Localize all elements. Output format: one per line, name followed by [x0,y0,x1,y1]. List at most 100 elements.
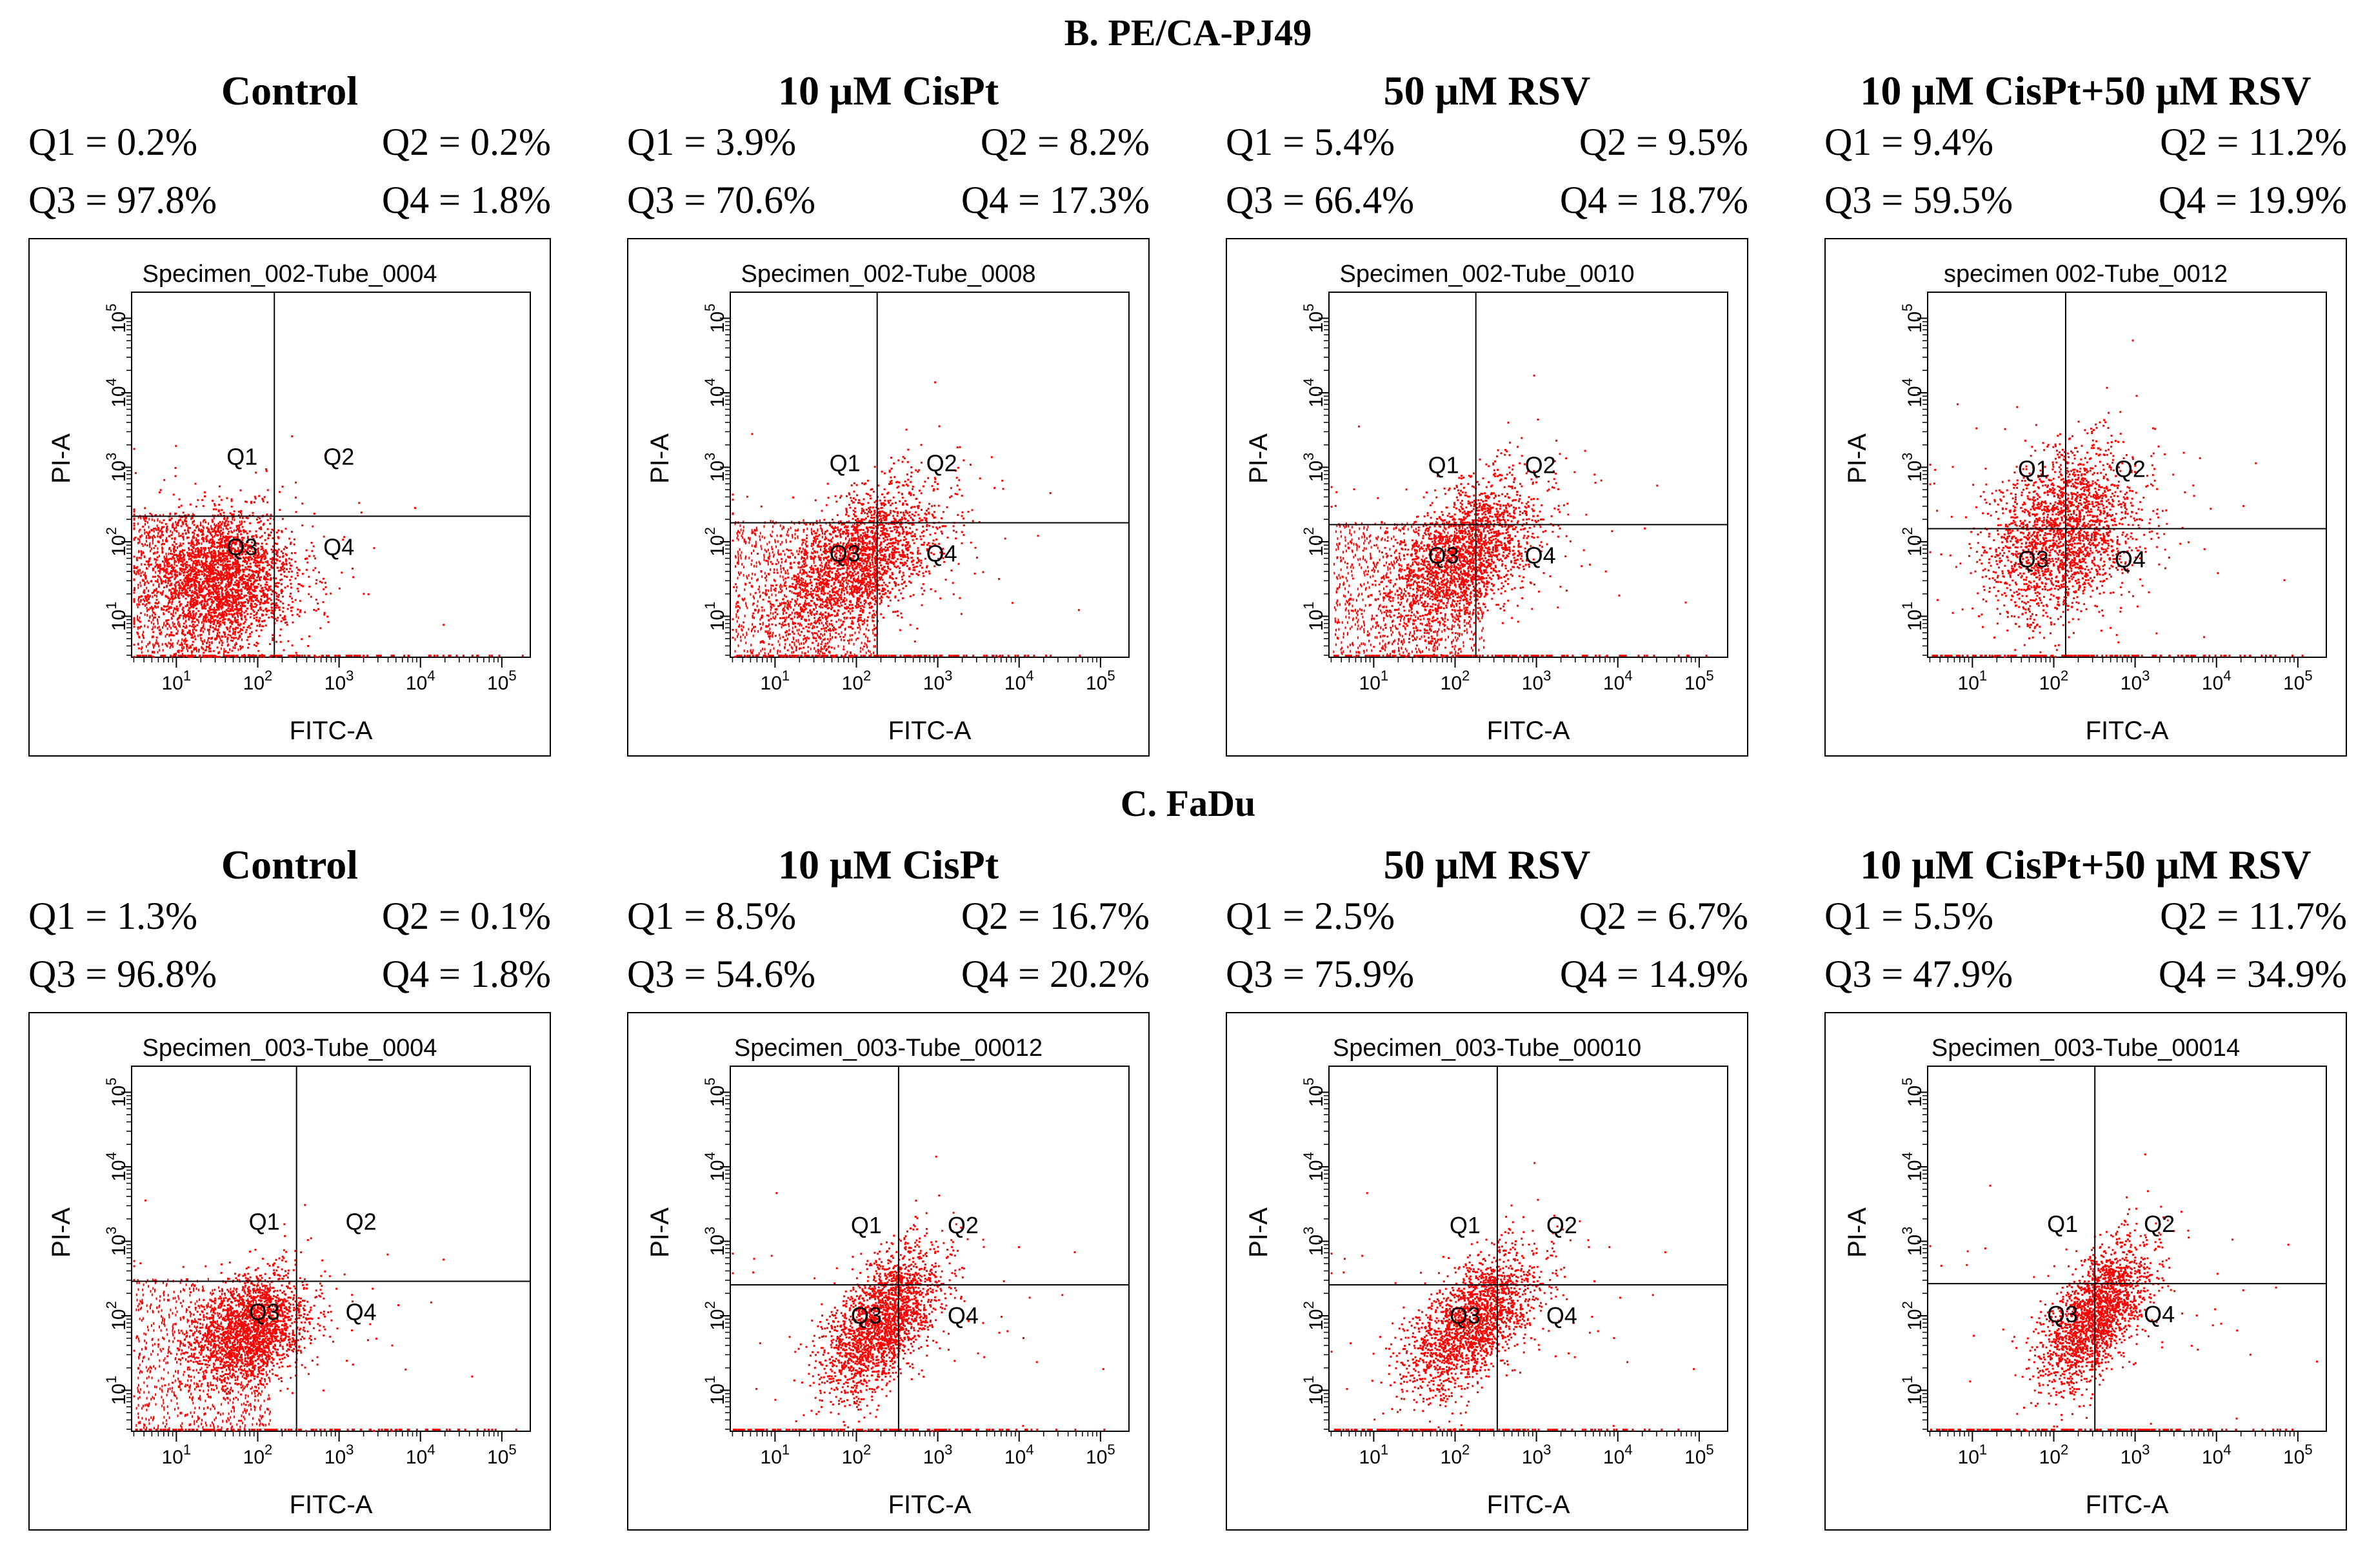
stats-row-bottom: Q3 = 96.8% Q4 = 1.8% [28,951,551,1009]
y-tick-label: 101 [1301,602,1327,631]
y-tick-label: 104 [702,1152,728,1182]
x-tick-label: 105 [2283,1442,2313,1468]
y-tick-label: 104 [103,378,130,408]
flow-panel: Control Q1 = 0.2% Q2 = 0.2% Q3 = 97.8% Q4 = … [28,68,551,757]
y-tick-label: 103 [103,453,130,482]
x-tick-label: 105 [487,668,517,694]
plot-area [1328,1066,1728,1432]
y-tick-label: 103 [1899,453,1926,482]
y-tick-label: 105 [1301,304,1327,333]
x-tick-label: 104 [2202,668,2231,694]
q1-stat: Q1 = 2.5% [1226,895,1395,937]
y-tick-label: 102 [103,527,130,557]
quadrant-label-q2: Q2 [323,443,354,470]
quadrant-label-q4: Q4 [1546,1302,1577,1329]
quadrant-label-q1: Q1 [2047,1211,2078,1237]
q2-stat: Q2 = 8.2% [980,121,1150,163]
dot-plot-frame: Specimen_002-Tube_0004 Q1 Q2 Q3 Q4 101 102 103 1… [28,238,551,757]
scatter-points [1330,374,1708,658]
flow-panel: 10 μM CisPt Q1 = 8.5% Q2 = 16.7% Q3 = 54.6%… [627,842,1150,1531]
q3-stat: Q3 = 47.9% [1824,953,2013,995]
event-dots [133,435,524,658]
scatter-points [1929,1153,2318,1432]
q1-stat: Q1 = 9.4% [1824,121,1994,163]
dot-plot-frame: Specimen_003-Tube_00012 Q1 Q2 Q3 Q4 101 102 103… [627,1012,1150,1531]
y-axis-label: PI-A [47,1207,75,1258]
q4-stat: Q4 = 1.8% [381,179,551,221]
event-dots [732,1155,1106,1432]
x-tick-label: 103 [1522,1442,1552,1468]
x-tick-label: 101 [162,1442,192,1468]
x-tick-label: 103 [324,668,354,694]
q3-stat: Q3 = 54.6% [627,953,816,995]
y-axis-label: PI-A [47,433,75,484]
y-axis-label: PI-A [1244,433,1273,484]
dot-plot: Specimen_003-Tube_0004 Q1 Q2 Q3 Q4 101 102 103 1… [47,1035,531,1519]
q3-stat: Q3 = 66.4% [1226,179,1415,221]
y-axis-label: PI-A [646,433,674,484]
dot-plot-frame: Specimen_002-Tube_0010 Q1 Q2 Q3 Q4 101 102 103 1… [1226,238,1748,757]
q4-stat: Q4 = 20.2% [961,953,1150,995]
dot-plot: Specimen_002-Tube_0004 Q1 Q2 Q3 Q4 101 102 103 1… [47,261,531,745]
y-tick-label: 101 [103,602,130,631]
x-tick-label: 105 [1086,1442,1115,1468]
x-tick-label: 104 [1603,1442,1633,1468]
q2-stat: Q2 = 0.1% [381,895,551,937]
y-tick-label: 105 [702,1078,728,1107]
q1-stat: Q1 = 5.5% [1824,895,1994,937]
quadrant-label-q3: Q3 [2047,1301,2078,1327]
y-tick-label: 102 [1899,1301,1926,1331]
q4-stat: Q4 = 14.9% [1559,953,1748,995]
specimen-label: Specimen_003-Tube_00012 [734,1035,1043,1062]
treatment-label: 50 μM RSV [1383,68,1591,114]
quadrant-label-q3: Q3 [226,533,257,560]
stats-row-bottom: Q3 = 97.8% Q4 = 1.8% [28,177,551,235]
scatter-points [732,381,1081,658]
q1-stat: Q1 = 3.9% [627,121,797,163]
quadrant-label-q1: Q1 [830,450,861,476]
x-tick-label: 102 [842,668,872,694]
y-tick-label: 105 [1301,1078,1327,1107]
quadrant-label-q4: Q4 [346,1299,377,1325]
y-tick-label: 105 [1899,1078,1926,1107]
x-tick-label: 102 [1441,1442,1470,1468]
quadrant-label-q2: Q2 [948,1212,979,1238]
treatment-label: Control [221,68,359,114]
stats-row-bottom: Q3 = 47.9% Q4 = 34.9% [1824,951,2347,1009]
treatment-label: Control [221,842,359,888]
quadrant-label-q1: Q1 [2018,456,2049,482]
specimen-label: Specimen_003-Tube_00014 [1932,1035,2240,1062]
q3-stat: Q3 = 96.8% [28,953,217,995]
y-tick-label: 102 [1899,527,1926,557]
event-dots [732,381,1081,658]
q4-stat: Q4 = 1.8% [381,953,551,995]
x-axis-label: FITC-A [888,717,972,745]
stats-row-top: Q1 = 0.2% Q2 = 0.2% [28,119,551,177]
x-axis-label: FITC-A [888,1491,972,1519]
x-axis-label: FITC-A [2086,717,2169,745]
x-tick-label: 102 [2039,668,2069,694]
quadrant-label-q3: Q3 [1428,542,1459,568]
x-tick-label: 101 [761,1442,790,1468]
treatment-label: 10 μM CisPt [778,842,999,888]
stats-row-bottom: Q3 = 66.4% Q4 = 18.7% [1226,177,1748,235]
y-tick-label: 105 [1899,304,1926,333]
q4-stat: Q4 = 34.9% [2158,953,2347,995]
stats-row-bottom: Q3 = 75.9% Q4 = 14.9% [1226,951,1748,1009]
y-tick-label: 102 [103,1301,130,1331]
q2-stat: Q2 = 11.2% [2160,121,2347,163]
specimen-label: Specimen_003-Tube_0004 [142,1035,437,1062]
y-tick-label: 101 [702,602,728,631]
flow-panel: 10 μM CisPt+50 μM RSV Q1 = 5.5% Q2 = 11.7%… [1824,842,2347,1531]
stats-row-top: Q1 = 5.4% Q2 = 9.5% [1226,119,1748,177]
x-tick-label: 102 [1441,668,1470,694]
y-tick-label: 104 [1899,378,1926,408]
specimen-label: Specimen_002-Tube_0004 [142,261,437,288]
quadrant-label-q4: Q4 [323,533,354,560]
quadrant-label-q2: Q2 [2115,456,2146,482]
quadrant-label-q1: Q1 [249,1209,280,1235]
specimen-label: specimen 002-Tube_0012 [1944,261,2228,288]
x-tick-label: 102 [842,1442,872,1468]
x-axis-label: FITC-A [1487,717,1570,745]
dot-plot: Specimen_002-Tube_0010 Q1 Q2 Q3 Q4 101 102 103 1… [1244,261,1728,745]
